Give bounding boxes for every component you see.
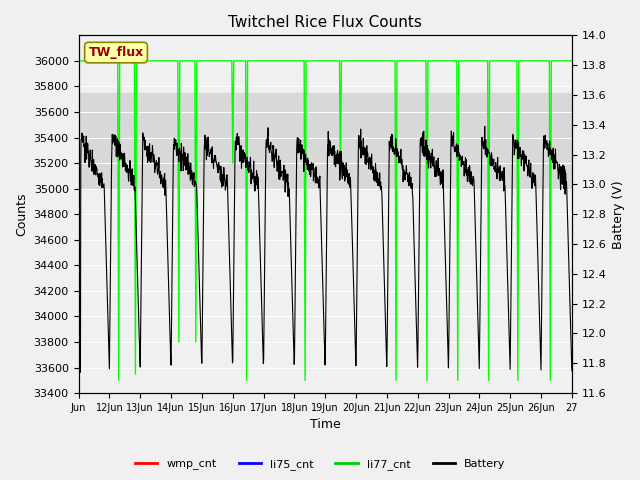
Legend: wmp_cnt, li75_cnt, li77_cnt, Battery: wmp_cnt, li75_cnt, li77_cnt, Battery (131, 455, 509, 474)
Y-axis label: Counts: Counts (15, 192, 28, 236)
Bar (79, 93, 572, 189)
X-axis label: Time: Time (310, 419, 340, 432)
Text: TW_flux: TW_flux (88, 46, 143, 59)
Y-axis label: Battery (V): Battery (V) (612, 180, 625, 249)
Title: Twitchel Rice Flux Counts: Twitchel Rice Flux Counts (228, 15, 422, 30)
